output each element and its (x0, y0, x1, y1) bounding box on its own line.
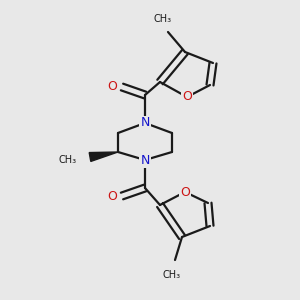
Text: CH₃: CH₃ (154, 14, 172, 24)
Text: N: N (140, 116, 150, 130)
Text: N: N (140, 154, 150, 166)
Text: CH₃: CH₃ (59, 155, 77, 165)
Text: O: O (107, 190, 117, 203)
Polygon shape (89, 152, 118, 161)
Text: O: O (107, 80, 117, 92)
Text: O: O (182, 91, 192, 103)
Text: O: O (180, 185, 190, 199)
Text: CH₃: CH₃ (163, 270, 181, 280)
